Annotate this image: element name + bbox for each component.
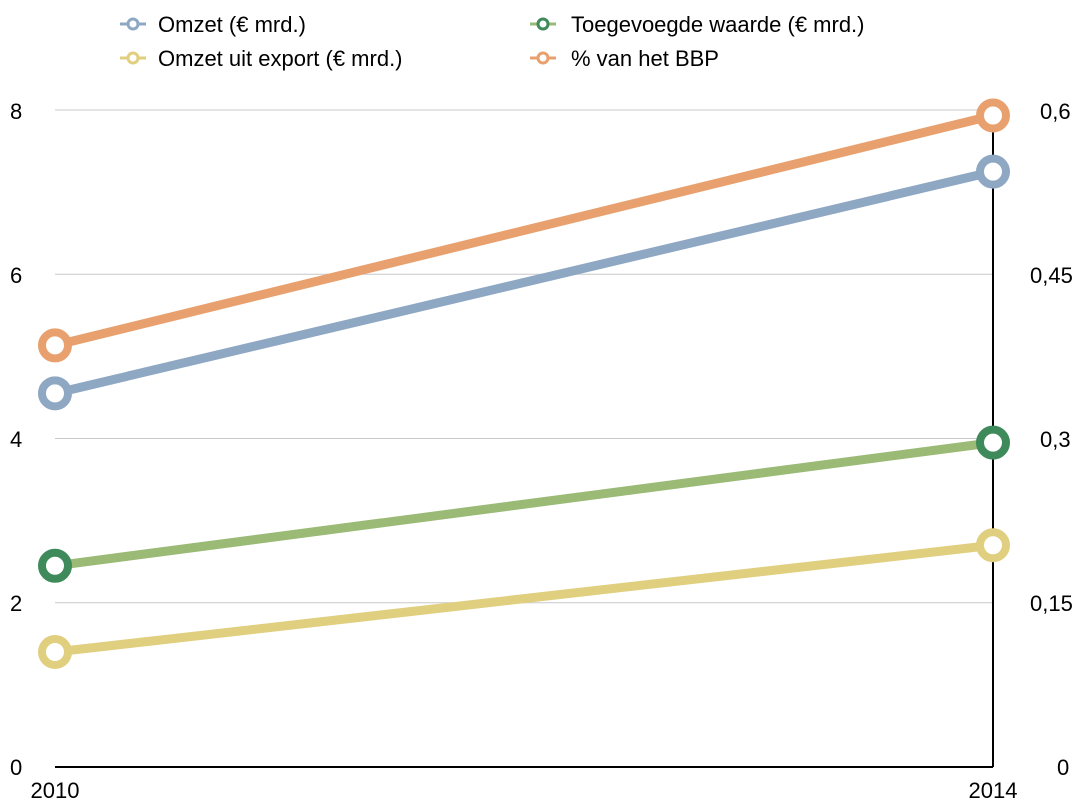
legend-item: Omzet (€ mrd.): [120, 12, 306, 37]
right-axis-ticks: 0 0,15 0,3 0,45 0,6: [1030, 99, 1073, 780]
left-axis-ticks: 0 2 4 6 8: [10, 99, 22, 780]
x-tick-label: 2010: [31, 778, 80, 803]
legend-item: Omzet uit export (€ mrd.): [120, 46, 403, 71]
series-line: [50, 540, 998, 657]
data-point: [976, 154, 1010, 189]
legend-marker: [536, 51, 550, 65]
series-line: [50, 438, 998, 571]
x-tick-label: 2014: [969, 778, 1018, 803]
data-point: [976, 528, 1010, 563]
right-tick-label: 0,45: [1030, 263, 1073, 288]
right-tick-label: 0,3: [1040, 427, 1071, 452]
left-tick-label: 0: [10, 755, 22, 780]
right-tick-label: 0,6: [1040, 99, 1071, 124]
data-point: [976, 425, 1010, 460]
data-point: [38, 635, 72, 670]
left-tick-label: 6: [10, 263, 22, 288]
legend-label: % van het BBP: [571, 46, 719, 71]
data-point: [976, 98, 1010, 133]
left-tick-label: 8: [10, 99, 22, 124]
series-line: [50, 167, 998, 398]
legend-label: Toegevoegde waarde (€ mrd.): [571, 12, 865, 37]
x-axis-ticks: 2010 2014: [31, 778, 1018, 803]
legend: Omzet (€ mrd.) Toegevoegde waarde (€ mrd…: [120, 12, 865, 71]
right-tick-label: 0,15: [1030, 591, 1073, 616]
right-tick-label: 0: [1057, 755, 1069, 780]
series-line: [50, 110, 998, 350]
legend-label: Omzet uit export (€ mrd.): [158, 46, 403, 71]
legend-marker: [536, 17, 550, 31]
legend-item: Toegevoegde waarde (€ mrd.): [530, 12, 865, 37]
legend-item: % van het BBP: [530, 46, 719, 71]
series-layer: [38, 98, 1010, 670]
legend-marker: [126, 51, 140, 65]
legend-label: Omzet (€ mrd.): [158, 12, 306, 37]
data-point: [38, 548, 72, 583]
left-tick-label: 4: [10, 427, 22, 452]
left-tick-label: 2: [10, 591, 22, 616]
legend-marker: [126, 17, 140, 31]
data-point: [38, 328, 72, 363]
data-point: [38, 376, 72, 411]
